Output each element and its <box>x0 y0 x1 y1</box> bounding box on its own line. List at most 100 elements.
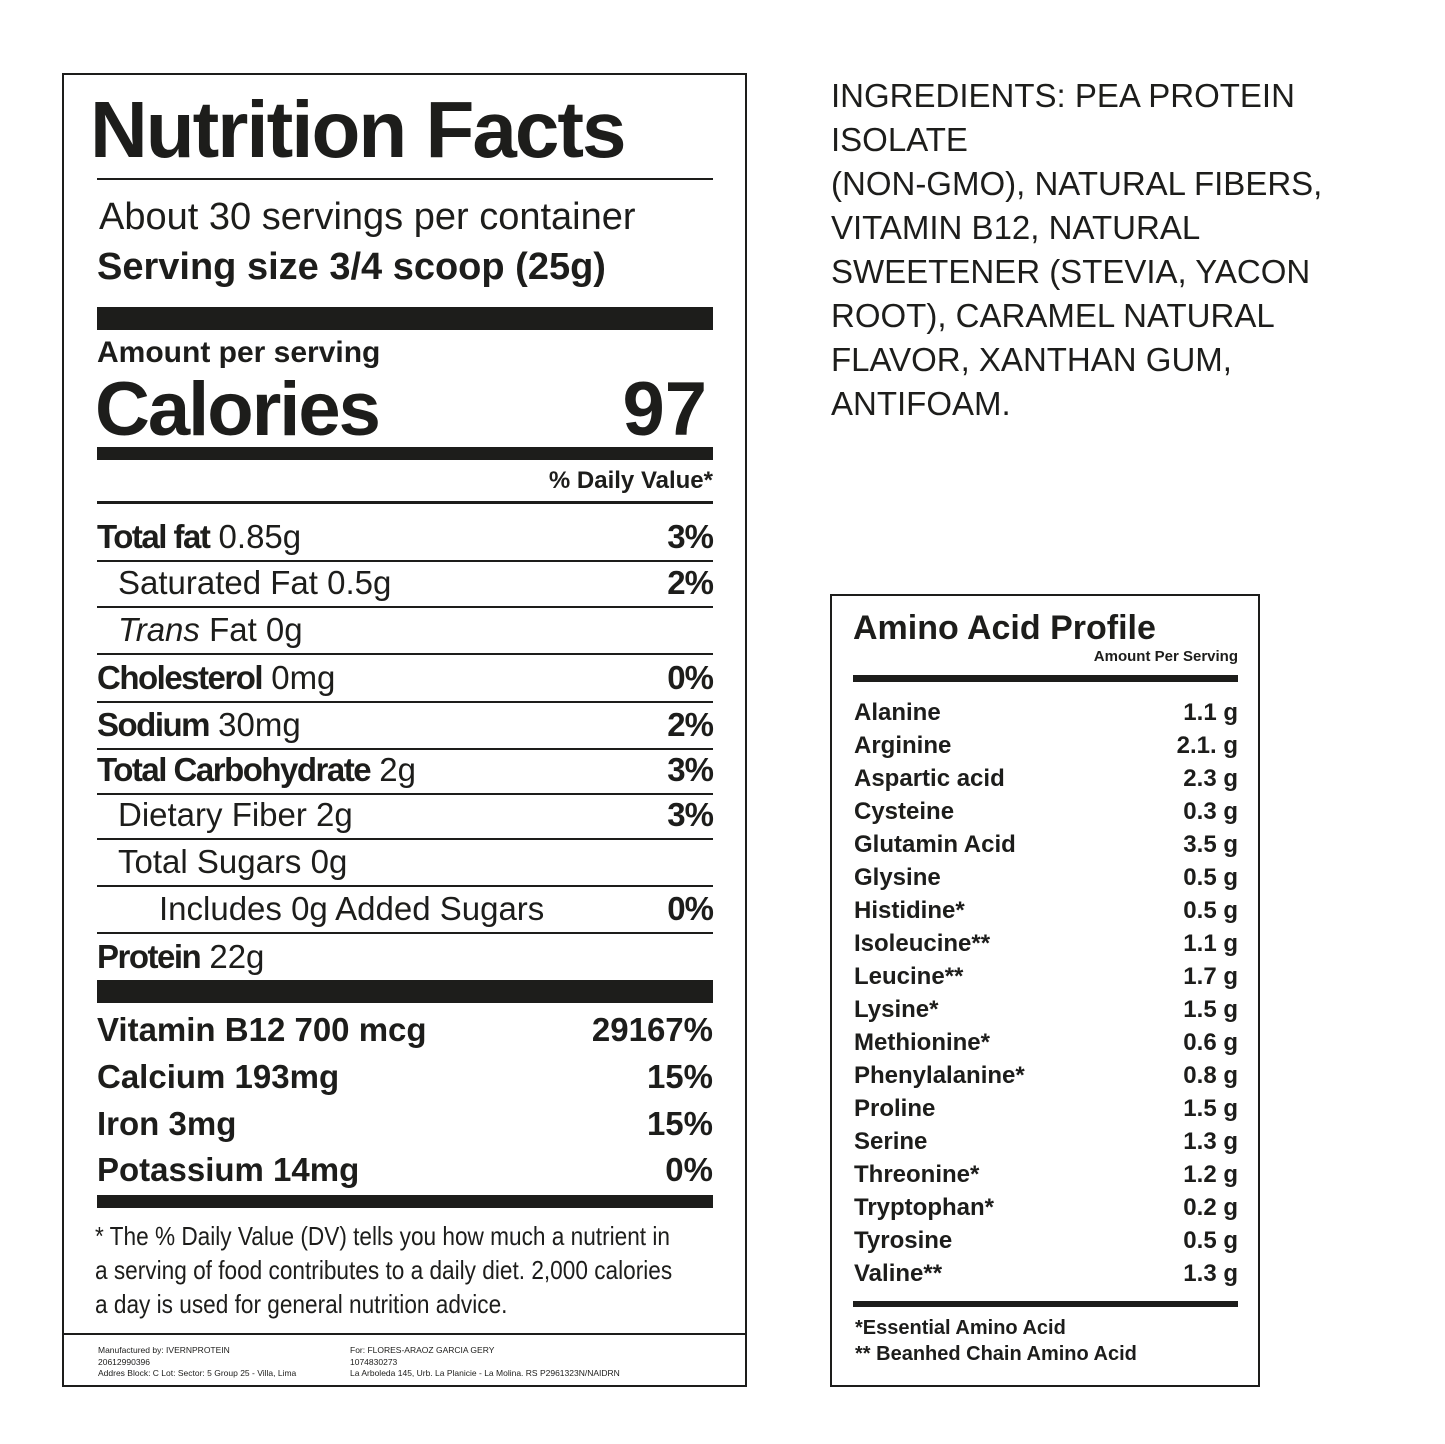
amino-name: Cysteine <box>854 798 955 825</box>
nutrient-amount: 22g <box>200 938 265 975</box>
ingredients-text: (NON-GMO), NATURAL FIBERS, <box>831 165 1323 202</box>
nutrient-row: Cholesterol 0mg 0% <box>97 655 714 701</box>
nutrient-amount: Saturated Fat 0.5g <box>118 564 392 601</box>
amino-row: Glysine 0.5 g <box>854 861 1238 894</box>
divider <box>97 793 713 795</box>
amino-row: Tyrosine 0.5 g <box>854 1224 1238 1257</box>
ingredients-text: ROOT), CARAMEL NATURAL <box>831 297 1275 334</box>
footnote-line: * The % Daily Value (DV) tells you how m… <box>95 1221 670 1251</box>
amino-name: Proline <box>854 1095 936 1122</box>
nutrient-daily-value: 3% <box>667 751 714 788</box>
amino-name: Alanine <box>854 699 941 726</box>
amino-row: Leucine** 1.7 g <box>854 960 1238 993</box>
amino-name: Threonine* <box>854 1161 980 1188</box>
nutrient-daily-value: 3% <box>667 796 714 833</box>
amino-row: Cysteine 0.3 g <box>854 795 1238 828</box>
nutrient-row: Saturated Fat 0.5g 2% <box>97 560 714 606</box>
nutrient-amount: Total Sugars 0g <box>118 843 348 880</box>
calories-value: 97 <box>622 367 707 452</box>
nutrient-row: Total Sugars 0g <box>97 839 713 885</box>
amino-row: Phenylalanine* 0.8 g <box>854 1059 1238 1092</box>
amino-row: Tryptophan* 0.2 g <box>854 1191 1238 1224</box>
ingredients-line: SWEETENER (STEVIA, YACON <box>831 250 1411 294</box>
amino-subtitle: Amount Per Serving <box>1093 648 1238 665</box>
nutrient-name: Total fat <box>97 518 211 555</box>
nutrient-row: Total fat 0.85g 3% <box>97 514 714 560</box>
serving-size: Serving size 3/4 scoop (25g) <box>97 246 606 288</box>
amino-amount: 0.2 g <box>1183 1194 1238 1221</box>
amino-name: Glutamin Acid <box>854 831 1016 858</box>
amino-row: Histidine* 0.5 g <box>854 894 1238 927</box>
vitamin-row: Iron 3mg 15% <box>97 1101 713 1147</box>
vitamin-row: Calcium 193mg 15% <box>97 1054 713 1100</box>
ingredients-line: (NON-GMO), NATURAL FIBERS, <box>831 162 1411 206</box>
thick-divider <box>97 447 713 460</box>
amino-name: Methionine* <box>854 1029 990 1056</box>
footnote-line: a day is used for general nutrition advi… <box>95 1289 508 1319</box>
amino-name: Tryptophan* <box>854 1194 995 1221</box>
amino-row: Proline 1.5 g <box>854 1092 1238 1125</box>
nutrient-name: Cholesterol <box>97 659 264 696</box>
divider <box>97 701 713 703</box>
amino-acid-panel <box>830 594 1260 1387</box>
amino-name: Histidine* <box>854 897 965 924</box>
thick-divider <box>97 980 713 1003</box>
nutrient-amount: Fat 0g <box>199 611 303 648</box>
nutrient-amount: 0mg <box>262 659 336 696</box>
amino-amount: 1.2 g <box>1183 1161 1238 1188</box>
nutrient-row: Trans Fat 0g <box>97 607 713 653</box>
nutrient-row: Dietary Fiber 2g 3% <box>97 792 714 838</box>
amino-row: Glutamin Acid 3.5 g <box>854 828 1238 861</box>
amino-row: Aspartic acid 2.3 g <box>854 762 1238 795</box>
thick-divider <box>97 307 713 330</box>
amino-name: Aspartic acid <box>854 765 1005 792</box>
amino-amount: 2.3 g <box>1183 765 1238 792</box>
amino-name: Arginine <box>854 732 952 759</box>
ingredients-line: ROOT), CARAMEL NATURAL <box>831 294 1411 338</box>
divider <box>97 748 713 750</box>
nutrition-facts-panel <box>62 73 747 1387</box>
ingredients-line: ANTIFOAM. <box>831 382 1411 426</box>
nutrient-row: Protein 22g <box>97 934 713 980</box>
amino-row: Methionine* 0.6 g <box>854 1026 1238 1059</box>
amino-title: Amino Acid Profile <box>853 609 1156 647</box>
nutrient-daily-value: 2% <box>667 706 714 743</box>
nutrient-row: Includes 0g Added Sugars 0% <box>97 886 714 932</box>
amino-amount: 1.3 g <box>1183 1128 1238 1155</box>
vitamin-row: Potassium 14mg 0% <box>97 1147 713 1193</box>
ingredients-line: FLAVOR, XANTHAN GUM, <box>831 338 1411 382</box>
nutrient-amount: 30mg <box>209 706 301 743</box>
divider <box>62 1333 747 1335</box>
distributor-line: For: FLORES-ARAOZ GARCIA GERY <box>350 1345 495 1355</box>
amino-name: Lysine* <box>854 996 939 1023</box>
amino-name: Valine** <box>854 1260 943 1287</box>
amino-amount: 1.3 g <box>1183 1260 1238 1287</box>
vitamin-name: Iron 3mg <box>97 1105 237 1142</box>
manufacturer-line: Manufactured by: IVERNPROTEIN <box>98 1345 230 1355</box>
distributor-line: La Arboleda 145, Urb. La Planicie - La M… <box>350 1368 620 1378</box>
nutrient-row: Total Carbohydrate 2g 3% <box>97 747 714 793</box>
amino-amount: 0.5 g <box>1183 897 1238 924</box>
amino-row: Lysine* 1.5 g <box>854 993 1238 1026</box>
nutrient-name: Sodium <box>97 706 211 743</box>
nutrient-amount: 2g <box>370 751 416 788</box>
amino-name: Leucine** <box>854 963 964 990</box>
daily-value-header: % Daily Value* <box>548 467 713 494</box>
ingredients-label: INGREDIENTS: <box>831 77 1066 114</box>
nutrient-name-italic: Trans <box>118 611 200 648</box>
amino-name: Phenylalanine* <box>854 1062 1025 1089</box>
thick-divider <box>97 1195 713 1208</box>
vitamin-daily-value: 15% <box>646 1105 713 1142</box>
amino-amount: 0.6 g <box>1183 1029 1238 1056</box>
amino-amount: 1.5 g <box>1183 1095 1238 1122</box>
nutrient-amount: 0.85g <box>209 518 302 555</box>
thick-divider <box>853 675 1238 682</box>
vitamin-row: Vitamin B12 700 mcg 29167% <box>97 1007 713 1053</box>
vitamin-daily-value: 29167% <box>591 1011 713 1048</box>
amino-amount: 0.3 g <box>1183 798 1238 825</box>
vitamin-name: Potassium 14mg <box>97 1151 360 1188</box>
ingredients-text: FLAVOR, XANTHAN GUM, <box>831 341 1232 378</box>
amino-amount: 1.1 g <box>1183 699 1238 726</box>
amino-amount: 1.5 g <box>1183 996 1238 1023</box>
vitamin-name: Calcium 193mg <box>97 1058 340 1095</box>
